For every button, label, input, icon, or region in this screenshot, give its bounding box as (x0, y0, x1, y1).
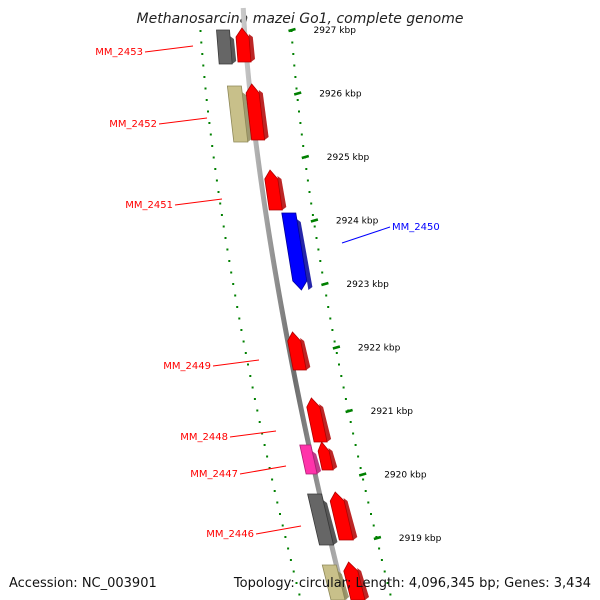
gene-feature-mm-2447-box[interactable] (299, 444, 322, 475)
gene-label-mm-2449[interactable]: MM_2449 (163, 359, 260, 372)
gene-feature-mm-2450-arrow-down[interactable] (281, 212, 313, 291)
gene-feature-partial-arrow[interactable] (343, 561, 369, 600)
gene-feature-mm-2453-box[interactable] (216, 29, 237, 65)
scale-tick: 2925 kbp (301, 153, 370, 163)
gene-label-mm-2447[interactable]: MM_2447 (190, 465, 287, 480)
gene-feature-mm-2447-arrow[interactable] (317, 441, 338, 471)
scale-tick-label: 2921 kbp (371, 407, 414, 417)
gene-feature-mm-2453-arrow[interactable] (235, 27, 255, 63)
gene-feature-mm-2452-box[interactable] (226, 85, 252, 143)
gene-label-mm-2448[interactable]: MM_2448 (180, 430, 277, 443)
gene-label-mm-2453[interactable]: MM_2453 (95, 45, 194, 58)
gene-label-text: MM_2452 (109, 119, 157, 130)
scale-tick-label: 2919 kbp (399, 534, 442, 544)
scale-tick: 2919 kbp (373, 534, 442, 544)
genome-summary-text: Topology: circular; Length: 4,096,345 bp… (233, 576, 591, 591)
gene-label-text: MM_2446 (206, 529, 254, 540)
scale-tick-label: 2927 kbp (314, 26, 357, 36)
scale-ticks: 2927 kbp 2926 kbp 2925 kbp 2924 kbp 2923 kbp… (288, 26, 442, 544)
gene-labels: MM_2453 MM_2452 MM_2451 MM_2450 MM_2449 MM_24… (95, 45, 440, 540)
scale-tick: 2926 kbp (293, 90, 362, 100)
scale-tick-label: 2925 kbp (327, 153, 370, 163)
scale-tick: 2924 kbp (310, 217, 379, 227)
gene-label-text: MM_2447 (190, 469, 238, 480)
scale-tick-label: 2923 kbp (346, 280, 389, 290)
gene-label-mm-2450[interactable]: MM_2450 (341, 222, 440, 244)
gene-label-text: MM_2448 (180, 432, 228, 443)
scale-tick-label: 2922 kbp (358, 344, 401, 354)
gene-feature-mm-2451-arrow[interactable] (264, 169, 287, 211)
scale-tick-label: 2920 kbp (384, 471, 427, 481)
gene-label-text: MM_2450 (392, 222, 440, 233)
scale-tick: 2922 kbp (332, 344, 401, 354)
gene-feature-mm-2448-arrow[interactable] (306, 397, 332, 443)
gene-feature-partial-box[interactable] (321, 564, 349, 600)
scale-tick-label: 2926 kbp (319, 90, 362, 100)
gene-feature-mm-2449-arrow[interactable] (287, 331, 311, 371)
gene-label-mm-2451[interactable]: MM_2451 (125, 198, 223, 211)
map-title: Methanosarcina mazei Go1, complete genom… (137, 11, 464, 27)
gene-label-text: MM_2453 (95, 47, 143, 58)
gene-features (216, 27, 369, 600)
accession-text: Accession: NC_003901 (9, 576, 157, 591)
scale-tick: 2920 kbp (358, 471, 427, 481)
scale-tick: 2927 kbp (288, 26, 357, 36)
gene-feature-mm-2446-box[interactable] (307, 493, 338, 546)
gene-feature-mm-2446-arrow[interactable] (329, 491, 358, 541)
gene-label-text: MM_2451 (125, 200, 173, 211)
scale-tick: 2921 kbp (345, 407, 414, 417)
scale-tick-label: 2924 kbp (336, 217, 379, 227)
scale-tick: 2923 kbp (321, 280, 389, 290)
dotted-guides (199, 30, 392, 596)
gene-label-mm-2452[interactable]: MM_2452 (109, 117, 208, 130)
gene-label-text: MM_2449 (163, 361, 211, 372)
gene-feature-mm-2452-arrow[interactable] (245, 83, 269, 141)
gene-label-mm-2446[interactable]: MM_2446 (206, 525, 302, 540)
